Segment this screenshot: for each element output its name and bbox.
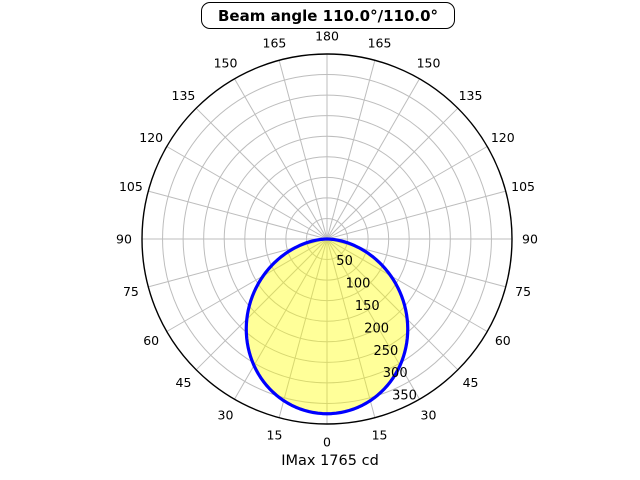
angle-tick-label: 150 (214, 56, 238, 71)
polar-grid-spoke (234, 238, 328, 400)
chart-title: Beam angle 110.0°/110.0° (217, 6, 439, 25)
radial-tick-label: 350 (392, 389, 417, 404)
polar-grid-spoke (326, 238, 459, 371)
polar-grid-spoke (166, 146, 328, 240)
angle-tick-label: 135 (172, 88, 196, 103)
angle-tick-label: 105 (119, 179, 143, 194)
angle-tick-label: 180 (315, 29, 339, 44)
polar-grid-spoke (326, 107, 459, 240)
polar-grid-spoke (326, 60, 376, 240)
angle-tick-label: 120 (139, 130, 163, 145)
radial-tick-label: 250 (373, 344, 398, 359)
angle-tick-label: 15 (267, 428, 283, 443)
angle-tick-label: 120 (491, 130, 515, 145)
polar-grid-spoke (326, 78, 420, 240)
imax-caption: IMax 1765 cd (281, 453, 379, 469)
radial-tick-label: 150 (355, 299, 380, 314)
angle-tick-label: 0 (323, 435, 331, 450)
polar-grid-spoke (278, 60, 328, 240)
beam-shape (244, 237, 410, 416)
polar-grid-spoke (326, 146, 488, 240)
radial-tick-label: 50 (336, 254, 353, 269)
polar-grid-spoke (148, 190, 328, 240)
radial-tick-label: 300 (383, 366, 408, 381)
polar-grid-spoke (195, 238, 328, 371)
angle-tick-label: 150 (417, 56, 441, 71)
angle-tick-label: 30 (421, 407, 437, 422)
angle-tick-label: 75 (123, 284, 139, 299)
angle-tick-label: 75 (515, 284, 531, 299)
angle-tick-label: 15 (372, 428, 388, 443)
angle-tick-label: 105 (511, 179, 535, 194)
angle-tick-label: 90 (522, 232, 538, 247)
angle-tick-label: 135 (459, 88, 483, 103)
angle-tick-label: 45 (176, 375, 192, 390)
radial-tick-label: 200 (364, 321, 389, 336)
angle-tick-label: 30 (218, 407, 234, 422)
angle-tick-label: 90 (116, 232, 132, 247)
polar-grid-spoke (326, 238, 376, 418)
polar-grid-spoke (234, 78, 328, 240)
chart-title-box: Beam angle 110.0°/110.0° (201, 2, 455, 29)
polar-grid-spoke (326, 238, 488, 332)
polar-grid-spoke (278, 238, 328, 418)
radial-tick-label: 100 (346, 276, 371, 291)
polar-outer-circle (141, 53, 513, 425)
angle-tick-label: 60 (495, 333, 511, 348)
angle-tick-label: 60 (143, 333, 159, 348)
angle-tick-label: 165 (368, 35, 392, 50)
polar-grid-spoke (326, 190, 506, 240)
polar-grid-spoke (195, 107, 328, 240)
polar-grid-spoke (326, 238, 420, 400)
polar-grid-spoke (166, 238, 328, 332)
angle-tick-label: 165 (263, 35, 287, 50)
angle-tick-label: 45 (463, 375, 479, 390)
